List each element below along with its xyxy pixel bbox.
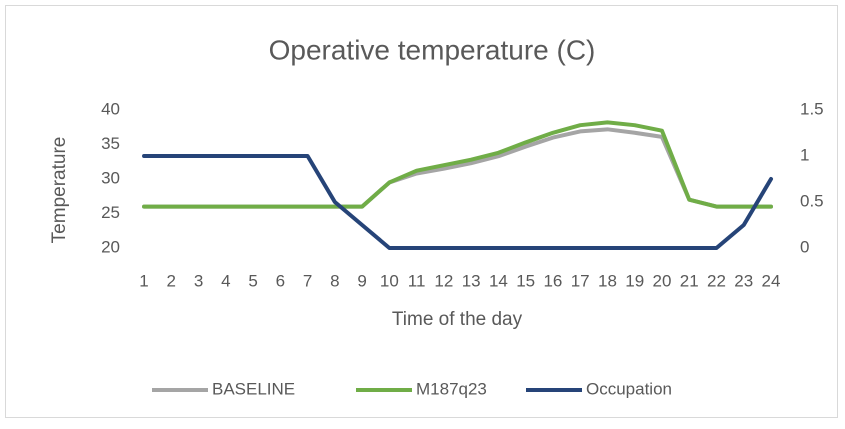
- chart-border: [5, 5, 838, 418]
- x-tick-label: 6: [276, 271, 285, 290]
- x-axis-title: Time of the day: [392, 309, 523, 330]
- series-line: [142, 154, 774, 250]
- legend-label: M187q23: [416, 379, 487, 398]
- x-tick-label: 7: [303, 271, 312, 290]
- y-tick-label: 40: [101, 99, 120, 118]
- y-tick-label: 20: [101, 237, 120, 256]
- x-tick-label: 23: [734, 271, 753, 290]
- x-tick-label: 12: [434, 271, 453, 290]
- y2-tick-label: 0: [800, 237, 809, 256]
- x-tick-label: 13: [462, 271, 481, 290]
- x-tick-label: 5: [248, 271, 257, 290]
- x-tick-label: 8: [330, 271, 339, 290]
- x-tick-label: 4: [221, 271, 230, 290]
- x-tick-label: 10: [380, 271, 399, 290]
- x-tick-label: 14: [489, 271, 508, 290]
- y2-tick-label: 1: [800, 145, 809, 164]
- x-tick-label: 3: [194, 271, 203, 290]
- y-tick-label: 30: [101, 168, 120, 187]
- x-tick-label: 2: [167, 271, 176, 290]
- y-axis-title: Temperature: [49, 137, 70, 244]
- x-tick-label: 17: [571, 271, 590, 290]
- legend-label: Occupation: [586, 379, 672, 398]
- x-tick-label: 9: [357, 271, 366, 290]
- legend-label: BASELINE: [212, 379, 295, 398]
- chart-title: Operative temperature (C): [269, 34, 596, 65]
- x-tick-label: 22: [707, 271, 726, 290]
- x-tick-label: 15: [516, 271, 535, 290]
- y-tick-label: 25: [101, 203, 120, 222]
- series-line: [142, 120, 774, 209]
- x-tick-label: 18: [598, 271, 617, 290]
- y2-tick-label: 0.5: [800, 191, 824, 210]
- y2-tick-label: 1.5: [800, 99, 824, 118]
- x-tick-label: 1: [139, 271, 148, 290]
- x-tick-label: 19: [625, 271, 644, 290]
- x-tick-label: 21: [680, 271, 699, 290]
- y-tick-label: 35: [101, 134, 120, 153]
- x-tick-label: 20: [653, 271, 672, 290]
- x-tick-label: 16: [543, 271, 562, 290]
- x-tick-label: 11: [408, 271, 426, 290]
- x-tick-label: 24: [762, 271, 781, 290]
